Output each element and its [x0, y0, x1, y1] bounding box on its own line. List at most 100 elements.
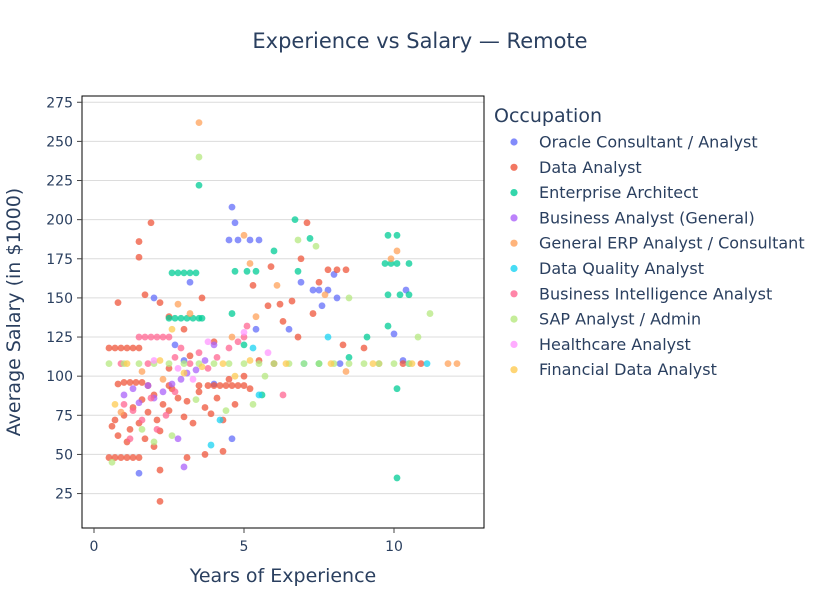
- data-point: [111, 400, 119, 408]
- data-point: [297, 255, 305, 263]
- plot-area: [82, 96, 484, 528]
- data-point: [369, 360, 377, 368]
- data-point: [384, 231, 392, 239]
- data-point: [108, 422, 116, 430]
- data-point: [327, 360, 335, 368]
- legend-marker: [510, 366, 518, 374]
- data-point: [345, 360, 353, 368]
- legend-marker: [510, 340, 518, 348]
- data-point: [120, 400, 128, 408]
- data-point: [117, 344, 125, 352]
- data-point: [384, 291, 392, 299]
- data-point: [228, 310, 236, 317]
- data-point: [231, 267, 239, 275]
- data-point: [186, 360, 194, 368]
- data-point: [171, 388, 179, 396]
- data-point: [315, 286, 323, 294]
- data-point: [393, 260, 401, 267]
- data-point: [186, 278, 194, 286]
- data-point: [261, 372, 269, 380]
- legend-marker: [510, 264, 518, 273]
- data-point: [186, 269, 194, 277]
- data-point: [138, 368, 146, 375]
- data-point: [387, 255, 395, 263]
- data-point: [294, 333, 302, 341]
- data-point: [180, 360, 188, 368]
- data-point: [195, 382, 203, 389]
- data-point: [174, 300, 182, 308]
- data-point: [297, 278, 305, 286]
- data-point: [135, 469, 143, 477]
- data-point: [177, 375, 185, 383]
- data-point: [180, 463, 188, 471]
- data-point: [333, 266, 341, 274]
- data-point: [225, 344, 233, 352]
- data-point: [201, 404, 209, 411]
- data-point: [240, 231, 248, 239]
- legend-label: Financial Data Analyst: [539, 360, 717, 379]
- legend-label: Data Analyst: [539, 158, 642, 177]
- data-point: [270, 247, 278, 255]
- data-point: [138, 425, 146, 433]
- data-point: [186, 310, 194, 317]
- data-point: [201, 357, 209, 364]
- legend-marker: [510, 163, 518, 171]
- data-point: [249, 400, 257, 408]
- data-point: [222, 382, 230, 389]
- data-point: [198, 314, 206, 322]
- data-point: [165, 314, 173, 322]
- data-point: [183, 454, 191, 461]
- data-point: [315, 360, 323, 368]
- data-point: [120, 391, 128, 399]
- y-tick-label: 225: [46, 174, 73, 190]
- data-point: [255, 360, 263, 368]
- data-point: [282, 360, 290, 368]
- data-point: [135, 360, 143, 368]
- legend-label: Healthcare Analyst: [539, 335, 691, 354]
- data-point: [114, 432, 122, 440]
- data-point: [453, 360, 461, 368]
- data-point: [147, 219, 155, 227]
- data-point: [216, 382, 224, 389]
- legend-label: Data Quality Analyst: [539, 259, 704, 278]
- data-point: [345, 353, 353, 361]
- data-point: [240, 372, 248, 380]
- data-point: [264, 349, 272, 357]
- data-point: [249, 281, 257, 289]
- data-point: [105, 360, 113, 368]
- data-point: [219, 447, 227, 455]
- data-point: [228, 333, 236, 341]
- data-point: [147, 333, 155, 341]
- data-point: [231, 219, 239, 227]
- x-tick-label: 10: [385, 539, 403, 555]
- data-point: [234, 236, 242, 244]
- data-point: [135, 399, 143, 407]
- y-tick-label: 150: [46, 291, 73, 307]
- data-point: [255, 236, 263, 244]
- data-point: [339, 341, 347, 349]
- data-point: [240, 341, 248, 349]
- data-point: [216, 416, 224, 424]
- legend-marker: [510, 315, 518, 323]
- data-point: [345, 294, 353, 302]
- legend-marker: [510, 239, 518, 247]
- data-point: [324, 266, 332, 274]
- data-point: [156, 299, 164, 307]
- legend-marker: [510, 290, 518, 298]
- data-point: [207, 441, 215, 449]
- data-point: [243, 267, 251, 275]
- data-point: [276, 300, 284, 308]
- data-point: [129, 344, 137, 352]
- data-point: [204, 382, 212, 389]
- data-point: [195, 181, 203, 189]
- y-tick-label: 275: [46, 95, 73, 111]
- plot-border: [81, 95, 485, 529]
- data-point: [288, 297, 296, 305]
- data-point: [252, 313, 260, 321]
- data-point: [195, 119, 203, 127]
- data-point: [243, 322, 251, 330]
- data-point: [177, 314, 185, 322]
- data-point: [246, 236, 254, 244]
- data-point: [183, 397, 191, 405]
